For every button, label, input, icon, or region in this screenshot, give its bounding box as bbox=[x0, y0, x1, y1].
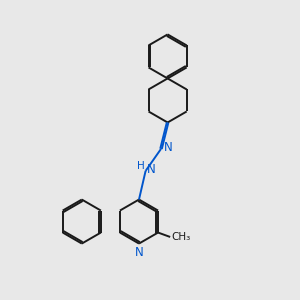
Text: N: N bbox=[164, 141, 172, 154]
Text: N: N bbox=[147, 163, 155, 176]
Text: H: H bbox=[137, 161, 145, 171]
Text: CH₃: CH₃ bbox=[172, 232, 191, 242]
Text: N: N bbox=[135, 246, 143, 259]
